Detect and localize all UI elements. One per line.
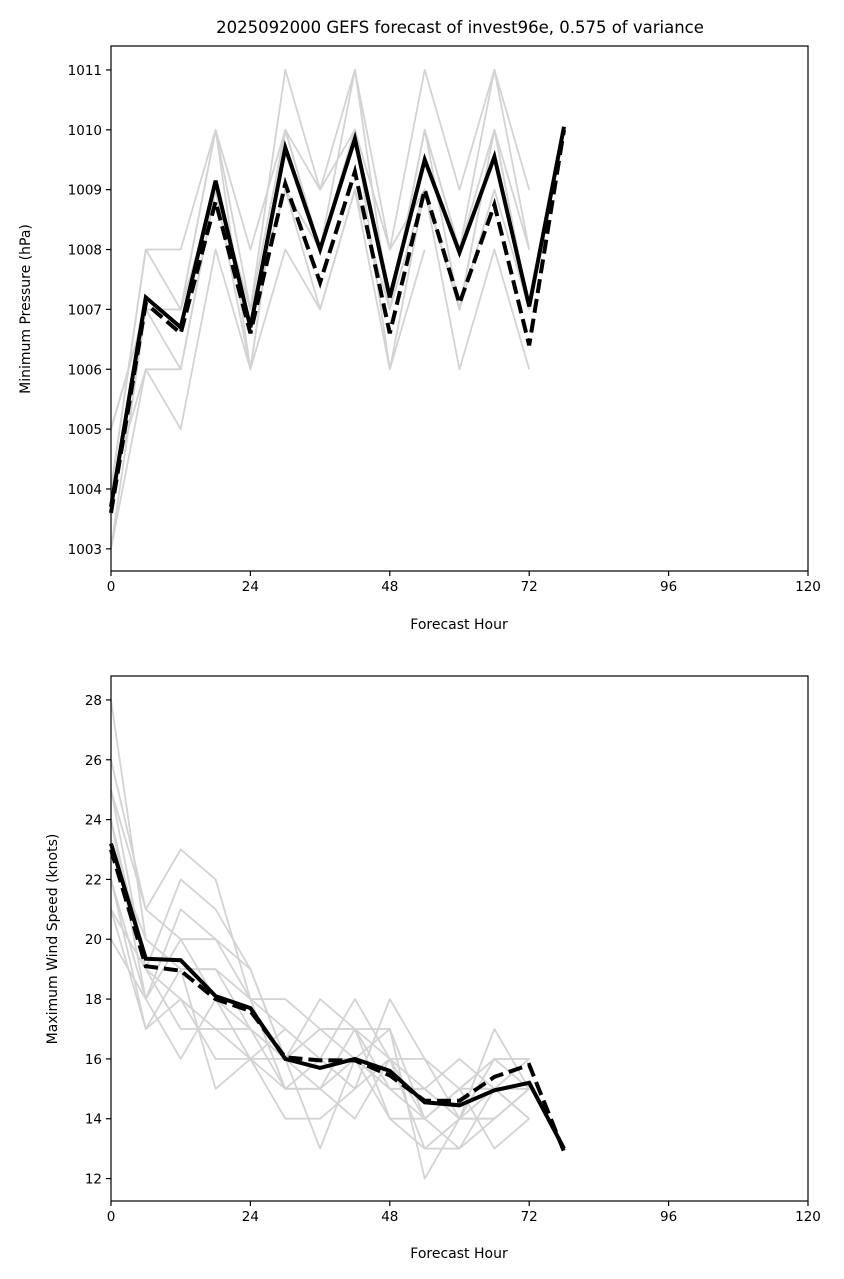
wind-y-axis-label: Maximum Wind Speed (knots) bbox=[45, 834, 61, 1045]
wind-x-tick-label: 48 bbox=[381, 1209, 398, 1225]
pressure-x-tick-label: 48 bbox=[381, 579, 398, 595]
wind-x-tick-label: 24 bbox=[242, 1209, 259, 1225]
wind-member-line-7 bbox=[110, 849, 530, 1120]
wind-y-tick-label: 20 bbox=[85, 932, 102, 948]
wind-y-tick-label: 24 bbox=[85, 813, 102, 829]
pressure-x-tick-label: 72 bbox=[521, 579, 538, 595]
pressure-x-axis-label: Forecast Hour bbox=[410, 617, 508, 633]
wind-x-tick-label: 96 bbox=[660, 1209, 677, 1225]
wind-y-tick-label: 18 bbox=[85, 992, 102, 1008]
wind-x-tick-label: 72 bbox=[521, 1209, 538, 1225]
wind-panel: Forecast Hour Maximum Wind Speed (knots)… bbox=[45, 675, 821, 1262]
pressure-y-tick-label: 1009 bbox=[68, 183, 102, 199]
chart-title: 2025092000 GEFS forecast of invest96e, 0… bbox=[216, 18, 704, 37]
pressure-solid-line bbox=[109, 126, 566, 508]
wind-solid-line bbox=[109, 842, 566, 1150]
wind-x-tick-label: 120 bbox=[795, 1209, 821, 1225]
pressure-y-tick-label: 1008 bbox=[68, 243, 102, 259]
wind-y-tick-label: 26 bbox=[85, 753, 102, 769]
pressure-y-tick-label: 1007 bbox=[68, 302, 102, 318]
pressure-x-tick-label: 96 bbox=[660, 579, 677, 595]
wind-member-line-1 bbox=[110, 699, 530, 1120]
pressure-y-tick-label: 1011 bbox=[68, 63, 102, 79]
wind-y-tick-label: 22 bbox=[85, 872, 102, 888]
pressure-member-line-5 bbox=[110, 188, 531, 430]
pressure-axes-frame bbox=[110, 45, 809, 572]
wind-member-line-8 bbox=[110, 938, 530, 1150]
pressure-y-tick-label: 1005 bbox=[68, 422, 102, 438]
pressure-x-tick-label: 24 bbox=[242, 579, 259, 595]
wind-x-tick-label: 0 bbox=[107, 1209, 116, 1225]
pressure-y-axis-label: Minimum Pressure (hPa) bbox=[18, 224, 34, 394]
wind-y-tick-label: 16 bbox=[85, 1052, 102, 1068]
wind-axes-frame bbox=[110, 675, 809, 1202]
pressure-dashed-line bbox=[109, 129, 566, 514]
pressure-y-tick-label: 1003 bbox=[68, 542, 102, 558]
wind-member-line-11 bbox=[110, 789, 530, 1120]
pressure-y-tick-label: 1006 bbox=[68, 362, 102, 378]
pressure-x-tick-label: 120 bbox=[795, 579, 821, 595]
wind-y-tick-label: 28 bbox=[85, 693, 102, 709]
wind-x-axis-label: Forecast Hour bbox=[410, 1246, 508, 1262]
pressure-y-tick-label: 1010 bbox=[68, 123, 102, 139]
pressure-panel: Forecast Hour Minimum Pressure (hPa) 0 24… bbox=[18, 45, 821, 633]
wind-member-line-2 bbox=[110, 759, 530, 1090]
pressure-x-tick-label: 0 bbox=[107, 579, 116, 595]
wind-y-tick-label: 14 bbox=[85, 1112, 102, 1128]
wind-y-tick-label: 12 bbox=[85, 1172, 102, 1188]
pressure-y-tick-label: 1004 bbox=[68, 482, 102, 498]
wind-dashed-line bbox=[109, 848, 566, 1153]
pressure-member-line-4 bbox=[110, 188, 426, 490]
